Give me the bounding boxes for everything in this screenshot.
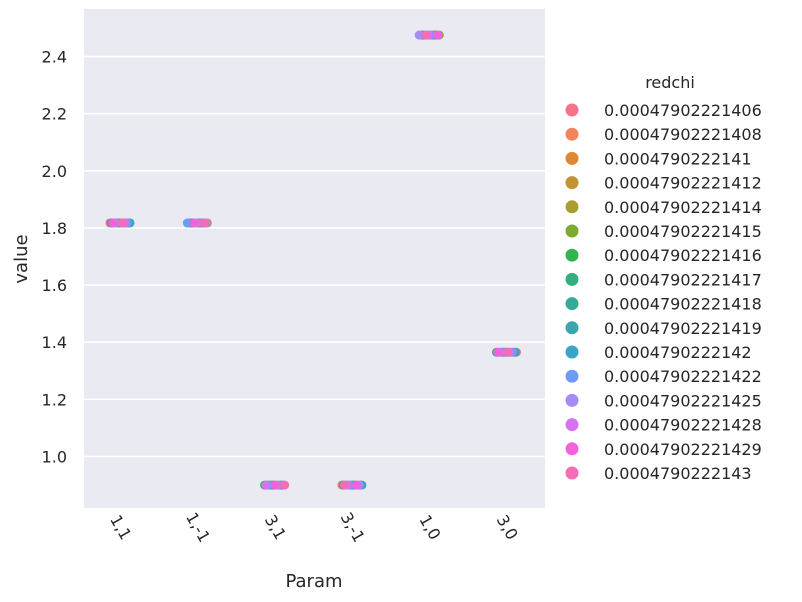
legend-label: 0.00047902221428 [604,416,762,435]
legend-item: 0.00047902221429 [565,440,762,459]
x-tick-label: 3,-1 [337,509,369,546]
legend-label: 0.00047902221408 [604,125,762,144]
x-tick-label: 1,0 [415,511,444,543]
legend-label: 0.00047902221414 [604,198,762,217]
y-tick-label: 2.4 [42,48,67,67]
y-tick-label: 1.6 [42,276,67,295]
x-tick-label: 3,1 [261,511,290,543]
y-axis-ticks: 1.0 1.2 1.4 1.6 1.8 2.0 2.2 2.4 [42,48,67,467]
legend-marker [565,345,579,359]
legend-marker [565,248,579,262]
legend-item: 0.00047902221417 [565,270,762,289]
legend-item: 0.00047902221425 [565,391,762,410]
legend-label: 0.00047902221419 [604,319,762,338]
legend-label: 0.00047902221425 [604,391,762,410]
data-point [340,480,350,490]
legend-item: 0.00047902221418 [565,295,762,314]
data-point [182,218,192,228]
legend-marker [565,176,579,190]
legend-label: 0.0004790222142 [604,343,752,362]
legend-item: 0.00047902221414 [565,198,762,217]
x-tick-label: 1,1 [106,511,135,543]
legend-marker [565,200,579,214]
data-point [352,480,362,490]
legend-item: 0.00047902221422 [565,367,762,386]
legend-title: redchi [645,73,695,92]
data-point [433,30,443,40]
y-tick-label: 1.2 [42,390,67,409]
y-axis-label: value [11,234,32,283]
y-tick-label: 1.0 [42,448,67,467]
x-tick-label: 3,0 [493,511,522,543]
legend-label: 0.00047902221416 [604,246,762,265]
legend-item: 0.00047902221419 [565,319,762,338]
y-tick-label: 1.8 [42,219,67,238]
plot-area [84,9,545,508]
data-point [502,347,512,357]
legend-label: 0.0004790222141 [604,149,752,168]
y-tick-label: 2.0 [42,162,67,181]
x-axis-ticks: 1,1 1,-1 3,1 3,-1 1,0 3,0 [106,509,522,546]
data-point [414,30,424,40]
legend-marker [565,418,579,432]
legend-marker [565,103,579,117]
legend-item: 0.00047902221416 [565,246,762,265]
legend-marker [565,224,579,238]
grid-lines [84,55,545,458]
x-tick-label: 1,-1 [182,509,214,546]
legend-item: 0.0004790222143 [565,464,752,483]
legend-label: 0.00047902221429 [604,440,762,459]
legend-label: 0.00047902221412 [604,174,762,193]
data-point [421,30,431,40]
legend-label: 0.00047902221418 [604,295,762,314]
legend-marker [565,369,579,383]
legend-item: 0.00047902221412 [565,174,762,193]
legend-marker [565,466,579,480]
legend-item: 0.00047902221408 [565,125,762,144]
data-point [280,480,290,490]
data-point [261,480,271,490]
legend-label: 0.00047902221406 [604,101,762,120]
legend-items: 0.00047902221406 0.00047902221408 0.000479… [565,101,762,483]
x-axis-label: Param [285,571,342,592]
data-points [105,30,521,490]
legend-marker [565,297,579,311]
legend-item: 0.00047902221406 [565,101,762,120]
legend-marker [565,127,579,141]
legend-marker [565,393,579,407]
y-tick-label: 2.2 [42,105,67,124]
data-point [198,218,208,228]
legend: redchi 0.000479022214060.000479022214080… [565,73,762,483]
legend-label: 0.00047902221417 [604,270,762,289]
legend-marker [565,151,579,165]
data-point [189,218,199,228]
legend-item: 0.00047902221415 [565,222,762,241]
legend-label: 0.00047902221415 [604,222,762,241]
data-point [117,218,127,228]
y-tick-label: 1.4 [42,333,67,352]
legend-marker [565,442,579,456]
legend-item: 0.0004790222142 [565,343,752,362]
legend-marker [565,321,579,335]
legend-item: 0.0004790222141 [565,149,752,168]
data-point [108,218,118,228]
legend-item: 0.00047902221428 [565,416,762,435]
legend-label: 0.0004790222143 [604,464,752,483]
legend-marker [565,272,579,286]
data-point [270,480,280,490]
data-point [493,347,503,357]
legend-label: 0.00047902221422 [604,367,762,386]
